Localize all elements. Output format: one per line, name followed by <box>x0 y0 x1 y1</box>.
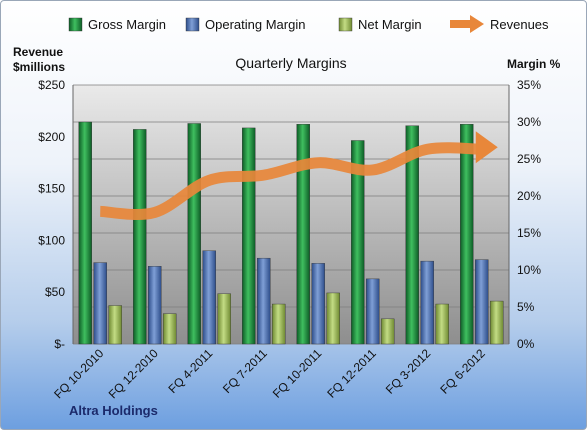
right-axis-tick: 25% <box>517 152 541 166</box>
bar-operating-margin <box>257 257 271 345</box>
legend-swatch <box>185 17 200 32</box>
chart-title: Quarterly Margins <box>235 55 346 71</box>
bar-net-margin <box>108 305 122 345</box>
x-category-label: FQ 10-2011 <box>270 346 325 401</box>
bar-gross-margin <box>351 140 365 345</box>
x-category-label: FQ 6-2012 <box>437 346 488 397</box>
bar-net-margin <box>381 318 395 345</box>
x-category-label: FQ 12-2010 <box>106 346 161 401</box>
legend-swatch <box>470 15 484 33</box>
left-axis-tick: $50 <box>45 285 65 299</box>
revenues-line <box>99 142 482 220</box>
right-axis-tick: 20% <box>517 189 541 203</box>
x-category-label: FQ 7-2011 <box>220 346 270 396</box>
bar-net-margin <box>490 300 504 345</box>
left-axis-tick: $150 <box>38 182 65 196</box>
right-axis-tick: 15% <box>517 226 541 240</box>
legend-label: Operating Margin <box>205 17 305 32</box>
bar-operating-margin <box>148 266 162 345</box>
bar-net-margin <box>163 313 177 345</box>
x-category-label: FQ 10-2010 <box>51 346 106 401</box>
right-axis-tick: 10% <box>517 263 541 277</box>
revenues-arrowhead <box>475 131 498 164</box>
bar-net-margin <box>326 292 340 345</box>
bar-gross-margin <box>242 127 256 345</box>
bar-operating-margin <box>420 260 434 345</box>
bar-gross-margin <box>78 121 92 345</box>
right-axis-tick: 30% <box>517 115 541 129</box>
bar-gross-margin <box>187 123 201 345</box>
legend-swatch <box>68 17 83 32</box>
bar-operating-margin <box>475 259 489 345</box>
right-axis-title: Margin % <box>507 57 561 71</box>
bar-operating-margin <box>366 278 380 345</box>
right-axis-tick: 5% <box>517 300 535 314</box>
bar-gross-margin <box>405 125 419 345</box>
left-axis-tick: $200 <box>38 130 65 144</box>
x-category-label: FQ 12-2011 <box>324 346 379 401</box>
bar-gross-margin <box>133 129 147 345</box>
bar-gross-margin <box>296 124 310 345</box>
left-axis-title: Revenue <box>13 45 63 59</box>
left-axis-tick: $100 <box>38 233 65 247</box>
right-axis-tick: 35% <box>517 78 541 92</box>
bar-operating-margin <box>93 262 107 345</box>
left-axis-tick: $250 <box>38 78 65 92</box>
legend-swatch <box>338 17 353 32</box>
x-category-label: FQ 3-2012 <box>383 346 434 397</box>
bar-operating-margin <box>311 263 325 345</box>
bar-net-margin <box>272 303 286 345</box>
bar-net-margin <box>217 293 231 345</box>
bar-operating-margin <box>202 250 216 345</box>
legend-label: Gross Margin <box>88 17 166 32</box>
left-axis-tick: $- <box>54 337 65 351</box>
x-category-label: FQ 4-2011 <box>166 346 216 396</box>
legend-label: Revenues <box>490 17 549 32</box>
bar-net-margin <box>435 303 449 345</box>
left-axis-title: $millions <box>13 60 65 74</box>
right-axis-tick: 0% <box>517 337 535 351</box>
bar-gross-margin <box>460 124 474 345</box>
company-name: Altra Holdings <box>69 403 158 418</box>
legend-label: Net Margin <box>358 17 422 32</box>
